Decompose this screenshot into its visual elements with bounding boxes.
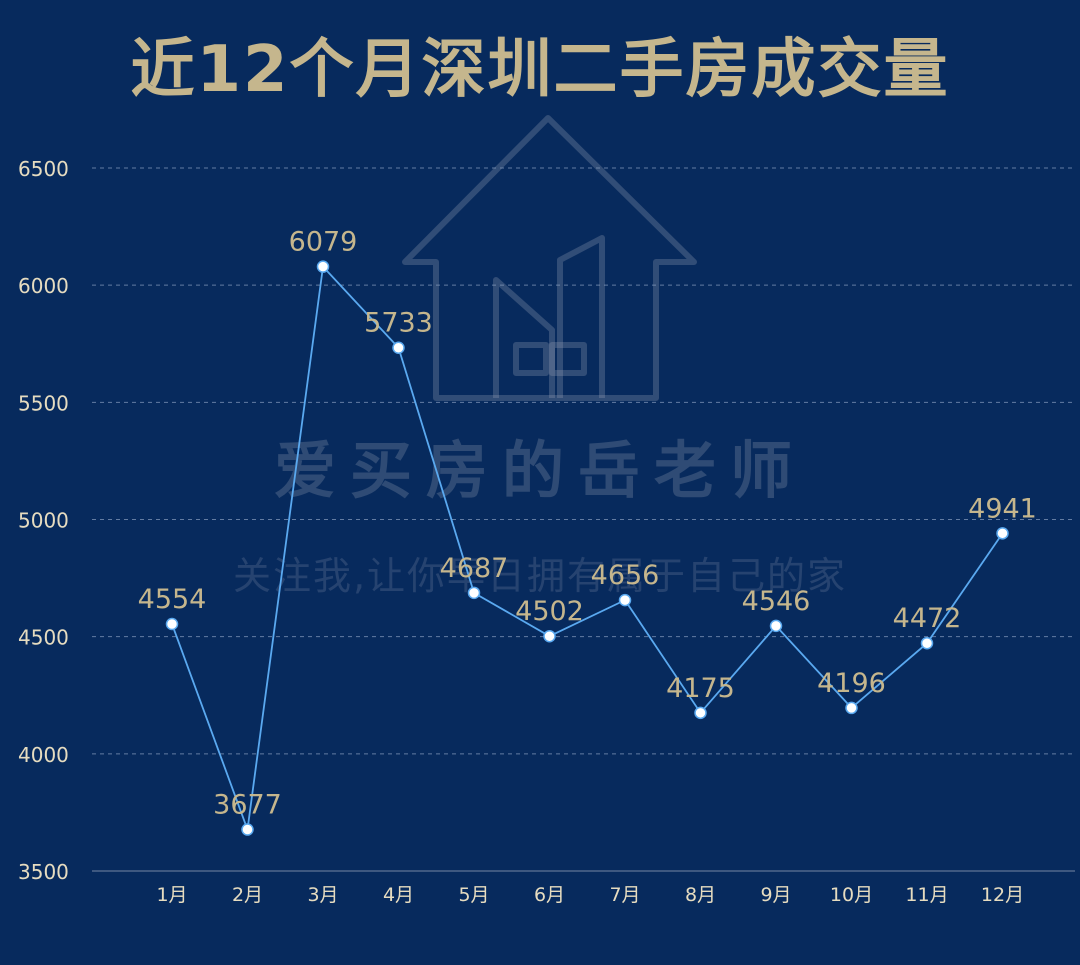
data-label: 4196 — [817, 668, 886, 699]
x-tick-label: 12月 — [981, 884, 1024, 906]
series-line — [171, 264, 1004, 830]
data-label: 4546 — [742, 586, 811, 617]
data-label: 4554 — [138, 584, 207, 615]
x-tick-label: 2月 — [232, 884, 263, 906]
data-point — [920, 636, 934, 650]
x-tick-label: 11月 — [905, 884, 948, 906]
data-label: 6079 — [289, 227, 358, 258]
x-tick-label: 5月 — [458, 884, 489, 906]
chart-title: 近12个月深圳二手房成交量 — [130, 33, 950, 107]
y-tick-label: 6000 — [18, 274, 69, 298]
data-point — [845, 701, 858, 715]
data-label: 4175 — [666, 673, 735, 704]
x-tick-label: 9月 — [760, 884, 791, 906]
y-tick-label: 4000 — [18, 743, 69, 767]
y-tick-label: 5500 — [18, 391, 69, 415]
x-tick-label: 7月 — [609, 884, 640, 906]
data-label: 3677 — [213, 790, 282, 821]
data-label: 5733 — [364, 308, 433, 339]
data-point — [769, 619, 783, 633]
data-point — [316, 260, 330, 273]
data-label: 4687 — [440, 553, 509, 584]
watermark-main-text: 爱买房的岳老师 — [273, 434, 806, 507]
data-point — [392, 341, 405, 354]
x-tick-label: 8月 — [685, 884, 716, 906]
data-point — [467, 586, 481, 600]
data-label: 4656 — [591, 560, 660, 591]
data-point — [694, 706, 707, 720]
data-point — [996, 527, 1009, 540]
data-label: 4472 — [893, 603, 962, 634]
x-tick-label: 10月 — [830, 884, 873, 906]
x-tick-label: 1月 — [156, 884, 187, 906]
data-point — [543, 629, 556, 643]
x-tick-label: 4月 — [383, 884, 414, 906]
data-point — [618, 593, 632, 607]
watermark-sub-text: 关注我,让你早日拥有属于自己的家 — [232, 554, 848, 598]
y-tick-label: 3500 — [18, 860, 69, 884]
data-label: 4941 — [968, 493, 1037, 524]
data-point — [165, 617, 179, 631]
y-tick-label: 6500 — [18, 157, 69, 181]
y-tick-label: 5000 — [18, 509, 69, 533]
data-point — [241, 823, 254, 836]
x-tick-label: 6月 — [534, 884, 565, 906]
y-tick-label: 4500 — [18, 626, 69, 650]
data-label: 4502 — [515, 596, 584, 627]
x-tick-label: 3月 — [307, 884, 338, 906]
